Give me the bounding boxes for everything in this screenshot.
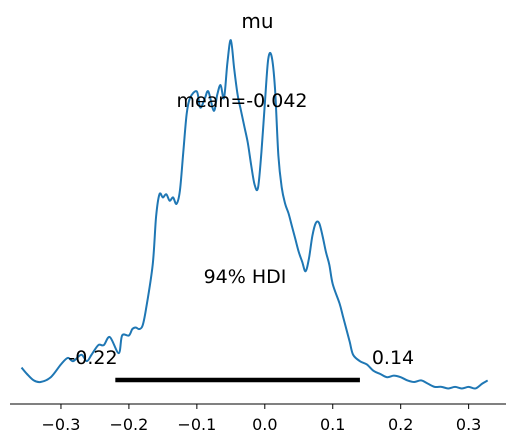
x-tick-label: −0.2 xyxy=(109,415,148,434)
curve-layer xyxy=(20,39,489,390)
hdi-high-label: 0.14 xyxy=(372,347,414,369)
x-tick-label: 0.2 xyxy=(388,415,413,434)
chart-title: mu xyxy=(241,9,273,33)
x-tick-label: −0.1 xyxy=(177,415,216,434)
x-tick-label: 0.0 xyxy=(252,415,277,434)
hdi-label: 94% HDI xyxy=(204,266,287,288)
density-curve-0 xyxy=(20,39,489,390)
x-tick-label: −0.3 xyxy=(42,415,81,434)
mean-label: mean=-0.042 xyxy=(176,90,307,112)
x-tick-label: 0.3 xyxy=(456,415,481,434)
hdi-low-label: -0.22 xyxy=(68,347,117,369)
x-tick-label: 0.1 xyxy=(320,415,345,434)
x-axis-ticks: −0.3 −0.2 −0.1 0.0 0.1 0.2 0.3 xyxy=(42,404,481,434)
